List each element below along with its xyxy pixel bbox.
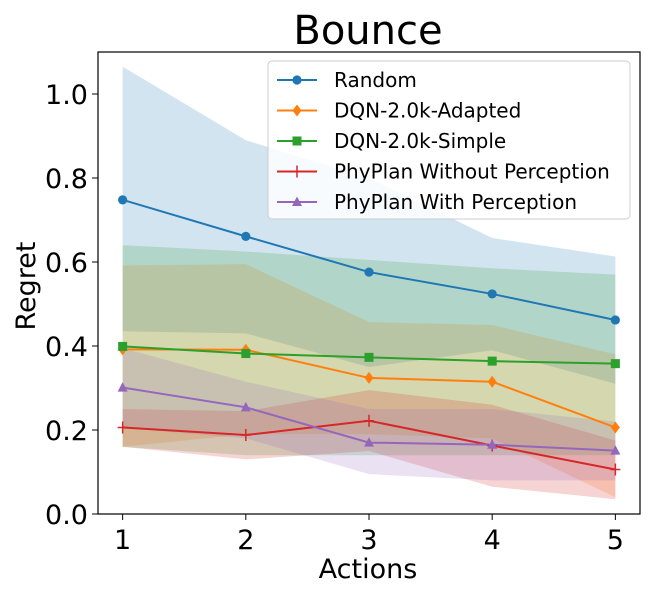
x-tick-label-3: 3 (360, 525, 377, 556)
legend: Random DQN-2.0k-Adapted DQN-2.0k-Simple Phy… (267, 60, 631, 220)
legend-label-dqn-2-0k-adapted: DQN-2.0k-Adapted (334, 99, 521, 123)
point-phyplan-without-perception-1 (117, 421, 128, 434)
point-random-1 (118, 195, 128, 205)
point-dqn-2-0k-adapted-5 (610, 421, 620, 434)
legend-label-phyplan-with-perception: PhyPlan With Perception (334, 190, 577, 214)
y-tick-label-0.0: 0.0 (45, 500, 88, 531)
x-tick-label-4: 4 (484, 525, 501, 556)
axes: 1 2 3 4 5 0.0 0.2 0.4 0.6 0.8 1.0 (45, 51, 641, 556)
point-dqn-2-0k-simple-5 (610, 359, 620, 369)
y-tick-label-0.6: 0.6 (45, 248, 88, 279)
band-random (122, 66, 616, 384)
point-phyplan-with-perception-2 (240, 401, 251, 412)
y-tick-label-0.4: 0.4 (45, 332, 88, 363)
point-random-2 (241, 231, 251, 241)
point-dqn-2-0k-simple-1 (118, 341, 128, 351)
legend-marker-phyplan-without-perception (292, 165, 302, 178)
x-tick-label-5: 5 (607, 525, 624, 556)
legend-marker-random (292, 75, 302, 85)
point-random-3 (364, 267, 374, 277)
x-tick-label-1: 1 (114, 525, 131, 556)
point-phyplan-without-perception-5 (610, 463, 621, 476)
legend-marker-dqn-2-0k-adapted (292, 104, 302, 117)
point-random-5 (610, 315, 620, 325)
y-tick-label-0.2: 0.2 (45, 416, 88, 447)
series-markers (117, 195, 621, 476)
point-phyplan-with-perception-5 (610, 445, 621, 455)
y-tick-label-0.8: 0.8 (45, 164, 88, 195)
y-axis-label: Regret (11, 241, 42, 330)
point-dqn-2-0k-simple-3 (364, 352, 374, 362)
point-phyplan-with-perception-1 (117, 382, 128, 392)
point-random-4 (487, 289, 497, 299)
chart-title: Bounce (293, 8, 442, 54)
legend-marker-phyplan-with-perception (292, 196, 302, 206)
point-dqn-2-0k-adapted-3 (364, 371, 374, 384)
legend-label-random: Random (334, 68, 417, 92)
x-axis-label: Actions (319, 554, 418, 585)
x-tick-label-2: 2 (237, 525, 254, 556)
point-phyplan-without-perception-2 (240, 429, 251, 442)
point-phyplan-with-perception-4 (487, 439, 498, 449)
legend-marker-dqn-2-0k-simple (292, 136, 302, 146)
legend-label-dqn-2-0k-simple: DQN-2.0k-Simple (334, 129, 506, 153)
point-dqn-2-0k-adapted-4 (487, 375, 497, 388)
point-phyplan-without-perception-3 (364, 414, 374, 427)
point-dqn-2-0k-simple-4 (487, 356, 497, 366)
legend-box (267, 60, 631, 220)
y-tick-label-1.0: 1.0 (45, 80, 88, 111)
point-dqn-2-0k-simple-2 (241, 349, 251, 359)
point-phyplan-with-perception-3 (364, 437, 374, 447)
legend-label-phyplan-without-perception: PhyPlan Without Perception (334, 160, 610, 184)
